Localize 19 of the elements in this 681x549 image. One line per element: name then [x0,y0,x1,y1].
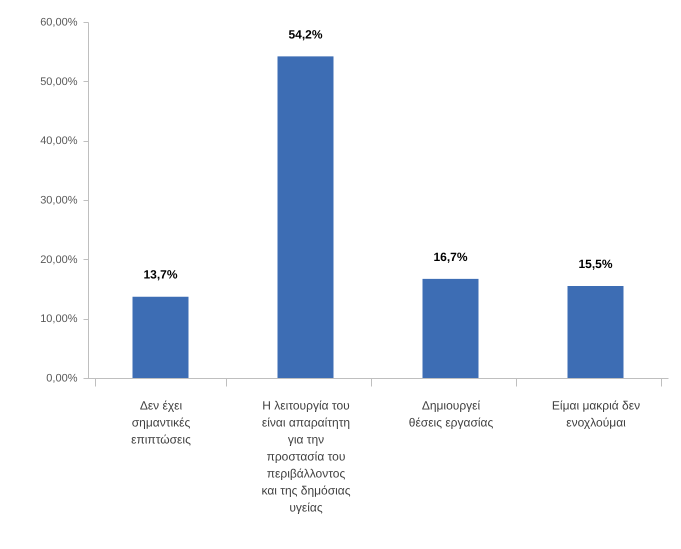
x-tick-label: Δεν έχει σημαντικές επιπτώσεις [131,398,192,446]
data-label: 54,2% [288,27,323,42]
data-label: 16,7% [433,250,468,264]
x-tick-label: Δημιουργεί θέσεις εργασίας [408,398,494,430]
y-tick-label: 40,00% [40,135,78,148]
data-label: 15,5% [578,257,613,272]
x-tick-label: Είμαι μακριά δεν ενοχλούμαι [552,398,640,430]
y-tick-label: 30,00% [40,194,78,206]
bar [278,56,334,378]
bar [422,278,478,378]
y-tick-label: 10,00% [40,313,78,326]
x-tick-label: Η λειτουργία του είναι απαραίτητη για την προστασία του περιβάλλοντος και της δημόσιας υγείας [261,398,351,514]
y-tick-label: 50,00% [40,76,78,88]
data-label: 13,7% [143,268,178,282]
bar [132,296,188,378]
y-tick-label: 60,00% [40,16,78,28]
y-tick-label: 0,00% [46,372,78,384]
bar [568,286,624,378]
y-tick-label: 20,00% [40,254,78,266]
